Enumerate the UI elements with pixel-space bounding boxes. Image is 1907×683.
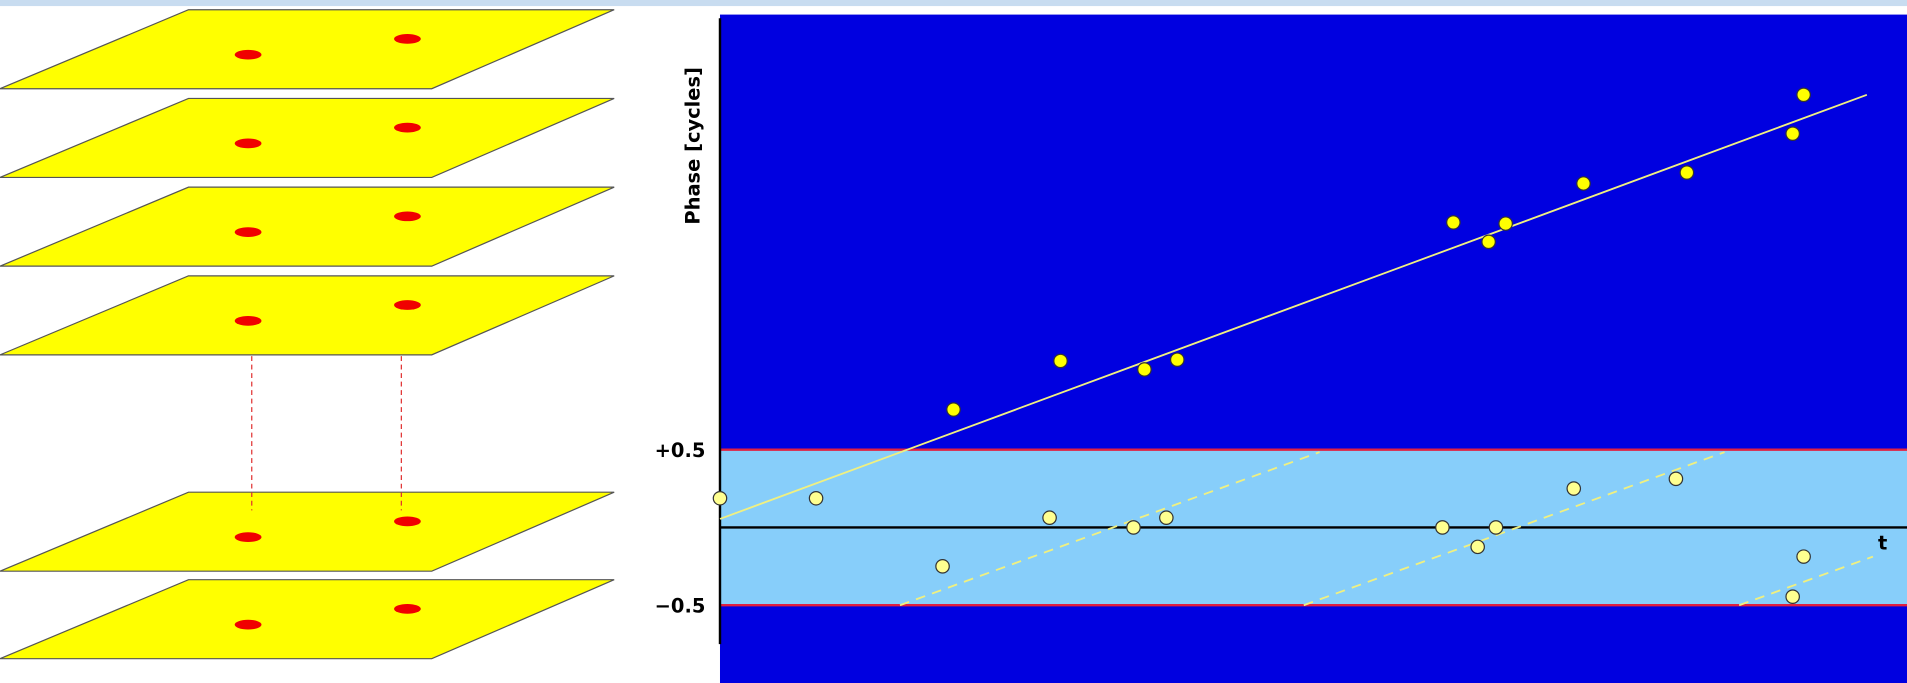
points [712, 87, 1811, 605]
scatterer [394, 300, 421, 310]
scatterer [394, 604, 421, 614]
unwrapped-point [1679, 165, 1695, 180]
y-axis-label: Phase [cycles] [681, 67, 704, 225]
scatterer [394, 122, 421, 133]
unwrapped-point [1576, 176, 1591, 191]
band-tick-label: +0.5 [655, 439, 706, 462]
unwrapped-point [1481, 234, 1496, 250]
band-tick-label: −0.5 [655, 595, 706, 618]
scatterer [394, 211, 421, 222]
plane [0, 275, 615, 356]
unwrapped-point [1053, 353, 1068, 369]
wrapped-point [1796, 549, 1811, 564]
wrapped-point [1668, 471, 1684, 487]
wrapped-point [935, 559, 950, 574]
scatterer [234, 49, 262, 60]
planes [0, 9, 615, 660]
unwrapped-point [1498, 216, 1513, 231]
plane [0, 579, 615, 660]
wrapped-point [1488, 520, 1504, 535]
scatterer [394, 34, 421, 44]
scatterer [234, 619, 262, 630]
unwrapped-point [1796, 87, 1811, 103]
scatterer [234, 315, 262, 326]
wrapped-point [1126, 520, 1141, 535]
scatterer [234, 532, 262, 543]
wrapped-point [808, 490, 824, 506]
unwrapped-point [1785, 126, 1800, 141]
plane [0, 97, 615, 179]
unwrapped-point [1137, 362, 1152, 377]
plane [0, 491, 615, 572]
wrapped-point [1470, 539, 1485, 555]
fit-line [719, 93, 1868, 520]
wrapped-point [1159, 510, 1174, 526]
wrapped-line [1738, 555, 1874, 607]
plane [0, 186, 615, 267]
wrapped-point [1435, 520, 1450, 535]
scatterer [234, 227, 262, 237]
x-axis-label: t [1878, 531, 1887, 554]
wrapped-point [1042, 510, 1057, 526]
wrapped-line [1303, 451, 1725, 607]
scatterer [234, 138, 262, 149]
top-bar [0, 0, 1907, 7]
wrapped-point [1785, 589, 1800, 605]
wrapped-line [899, 451, 1320, 607]
wrapped-point [1566, 481, 1582, 496]
unwrapped-point [1169, 352, 1185, 368]
unwrapped-point [1446, 215, 1461, 230]
unwrapped-point [946, 402, 961, 417]
plane [0, 9, 615, 90]
wrapped-point [712, 490, 728, 506]
scatterer [394, 516, 421, 527]
